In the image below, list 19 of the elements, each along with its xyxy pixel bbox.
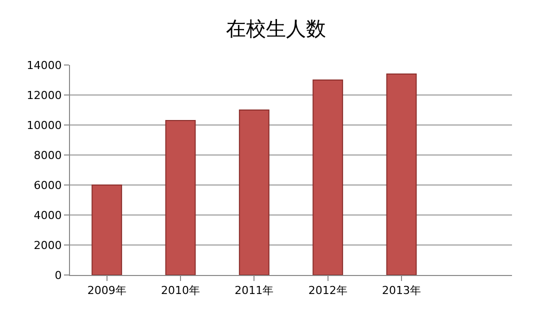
y-tick-label: 6000 <box>34 178 62 192</box>
y-tick-label: 14000 <box>26 58 62 72</box>
x-tick-label: 2010年 <box>161 284 200 298</box>
y-tick-label: 10000 <box>26 118 62 132</box>
bar <box>386 74 417 275</box>
x-tick-label: 2011年 <box>234 284 274 298</box>
bar <box>238 110 270 275</box>
y-tick-label: 0 <box>54 268 62 282</box>
bar <box>312 80 344 275</box>
x-tick-label: 2009年 <box>87 284 126 298</box>
x-tick-label: 2013年 <box>382 284 421 298</box>
chart-title: 在校生人数 <box>226 16 326 41</box>
bar <box>165 120 196 275</box>
bar <box>92 184 122 275</box>
y-tick-label: 8000 <box>34 148 62 162</box>
y-tick-label: 2000 <box>34 238 62 252</box>
y-tick-label: 12000 <box>26 88 62 102</box>
x-tick-label: 2012年 <box>308 284 348 298</box>
y-tick-label: 4000 <box>34 208 62 222</box>
